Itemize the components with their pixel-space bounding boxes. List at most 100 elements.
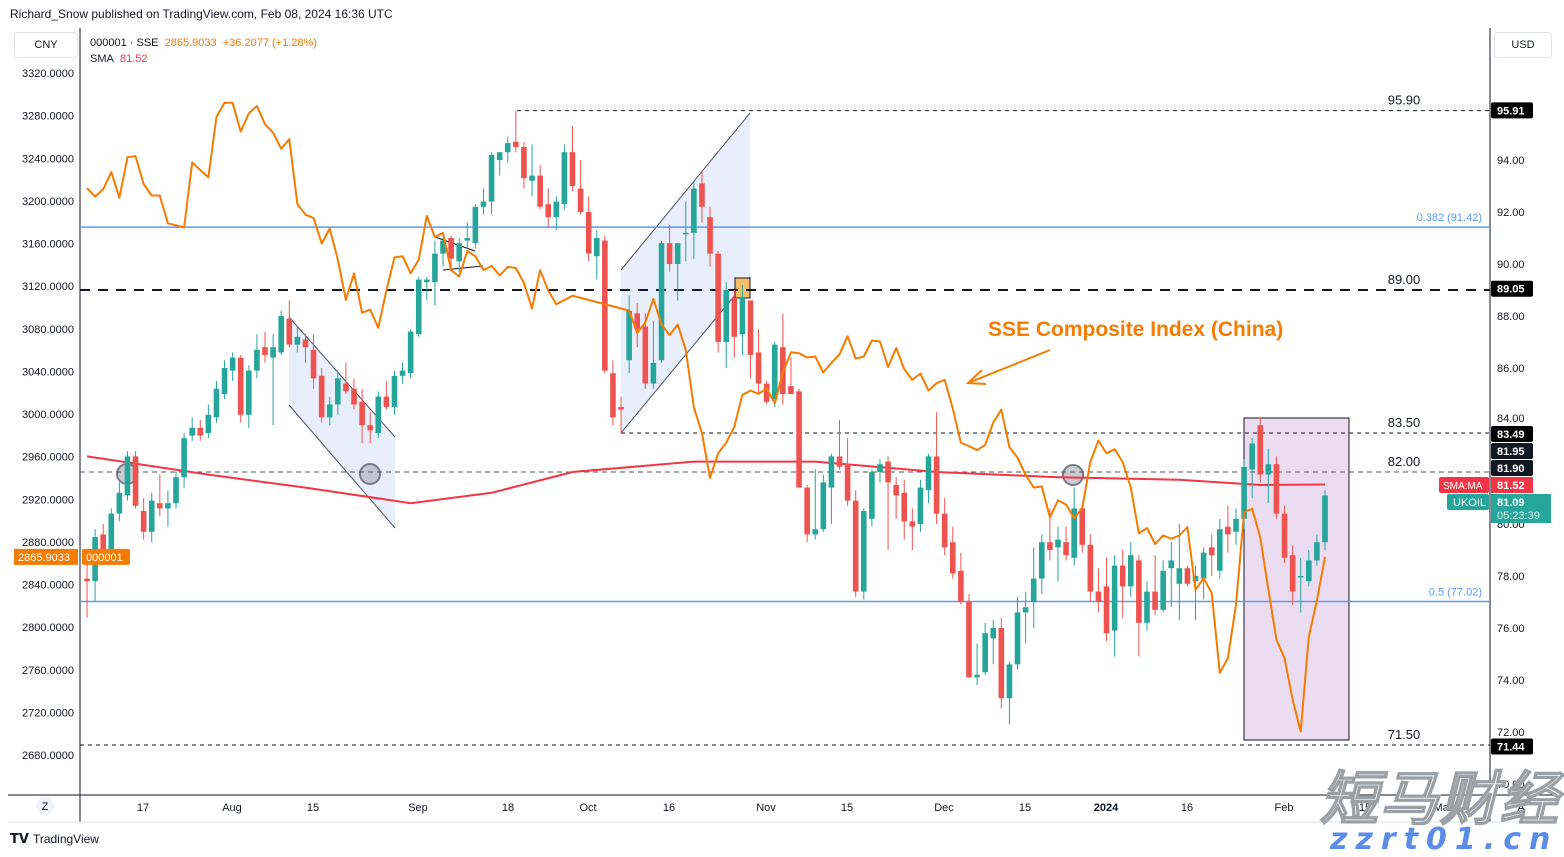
candle-body <box>699 183 705 207</box>
left-axis-tick: 3200.0000 <box>22 196 74 208</box>
candle <box>1225 505 1231 553</box>
candle <box>1063 526 1069 561</box>
left-axis-tick: 3160.0000 <box>22 239 74 251</box>
candle <box>181 433 187 488</box>
left-axis-tick: 2680.0000 <box>22 750 74 762</box>
candle-body <box>148 500 155 532</box>
annotation-layer[interactable]: SSE Composite Index (China) <box>965 318 1283 385</box>
candle-body <box>326 404 333 418</box>
candle <box>755 329 762 394</box>
time-axis-tick: 15 <box>1359 802 1371 814</box>
candle-body <box>893 485 899 496</box>
candle-body <box>229 357 236 371</box>
candle-body <box>1071 508 1077 558</box>
candle-body <box>626 310 632 361</box>
annotation-text[interactable]: SSE Composite Index (China) <box>988 318 1283 341</box>
candle-body <box>577 188 584 212</box>
candle-body <box>658 243 665 361</box>
right-axis-tick: 74.00 <box>1497 675 1525 687</box>
descending-channel-lower[interactable] <box>288 404 396 529</box>
candle-body <box>739 297 746 335</box>
candle <box>1095 568 1102 613</box>
candle <box>844 438 851 506</box>
right-currency-button[interactable]: USD <box>1494 32 1552 58</box>
candle <box>262 331 268 363</box>
goto-button[interactable]: Z <box>36 797 54 815</box>
sse-price-tag <box>14 548 78 565</box>
price-tag <box>1491 280 1533 297</box>
candle <box>1168 542 1175 608</box>
candle-body <box>642 326 649 384</box>
candle <box>173 472 179 509</box>
left-axis-tick: 2760.0000 <box>22 665 74 677</box>
flag-lower-line[interactable] <box>442 265 484 271</box>
candle <box>788 357 794 394</box>
sma-name-text: SMA:MA <box>1443 481 1483 492</box>
publish-info: Richard_Snow published on TradingView.co… <box>10 7 393 21</box>
candle-body <box>593 238 600 257</box>
ukoil-name-tag <box>1447 494 1489 510</box>
time-axis-tick: Aug <box>222 802 242 814</box>
candle-body <box>982 633 988 673</box>
left-price-axis[interactable]: 3320.0000 3280.0000 3240.0000 3200.0000 3160… <box>22 68 74 762</box>
right-axis-tick: 76.00 <box>1497 623 1525 635</box>
candle <box>1055 526 1061 582</box>
candle <box>998 617 1005 709</box>
candle <box>335 370 341 415</box>
right-price-axis[interactable]: 94.0092.0090.0088.0086.0084.0080.0078.00… <box>1497 155 1525 791</box>
support-circle[interactable] <box>359 463 381 485</box>
legend-row-sse[interactable]: 000001 · SSE 2865.9033 +36.2077 (+1.28%) <box>90 35 317 51</box>
left-currency-button[interactable]: CNY <box>14 32 78 58</box>
drawings-layer[interactable] <box>116 112 1350 741</box>
candle-body <box>432 253 438 283</box>
rising-channel-upper[interactable] <box>620 112 751 271</box>
candle-body <box>448 238 454 259</box>
candle <box>270 334 276 426</box>
candle <box>197 420 204 441</box>
sse-layer <box>86 101 1326 733</box>
candle-body <box>949 542 956 574</box>
left-axis-tick: 2840.0000 <box>22 580 74 592</box>
goto-circle[interactable] <box>36 797 54 815</box>
horizontal-levels[interactable]: 95.90 0.382 (91.42) 89.00 83.50 82.00 0.5 (77… <box>80 93 1490 746</box>
candle-body <box>1281 513 1288 558</box>
candle <box>367 412 374 444</box>
candle-body <box>828 456 835 488</box>
time-axis-tick: 15 <box>1019 802 1031 814</box>
level-label: 71.50 <box>1388 727 1421 742</box>
candle-body <box>496 152 503 160</box>
candle-body <box>610 373 616 418</box>
candle-body <box>1192 576 1199 582</box>
candle <box>229 352 236 381</box>
candle-body <box>108 513 115 553</box>
level-label: 83.50 <box>1388 415 1421 430</box>
candle-body <box>1079 508 1086 545</box>
tradingview-logo-icon: 𝗧𝗩 <box>10 831 29 846</box>
candle-body <box>286 318 293 345</box>
annotation-arrow[interactable] <box>967 349 1051 384</box>
sma-line <box>86 455 1326 505</box>
candle-body <box>561 152 568 205</box>
flag-upper-line[interactable] <box>434 236 476 252</box>
candle-body <box>1103 586 1110 634</box>
candle <box>407 329 414 379</box>
candle <box>1306 550 1312 587</box>
candle <box>828 453 835 524</box>
candle-body <box>213 388 220 418</box>
candle <box>1192 565 1199 621</box>
candle-body <box>124 456 131 496</box>
legend-row-sma[interactable]: SMA 81.52 <box>90 51 317 67</box>
candle <box>585 196 592 262</box>
candle-body <box>343 383 349 392</box>
candle <box>1079 505 1086 553</box>
resistance-circle[interactable] <box>1062 464 1084 486</box>
watermark-logo: 短马财经 <box>1319 764 1561 834</box>
candle-body <box>1200 552 1207 579</box>
time-axis[interactable]: 17 Aug 15 Sep 18 Oct 16 Nov 15 Dec 15 2024 16 Feb 15 Ma… <box>137 802 1525 814</box>
candle-body <box>480 201 487 207</box>
candle-body <box>1111 565 1118 631</box>
candle-body <box>140 511 147 532</box>
tradingview-footer[interactable]: 𝗧𝗩 TradingView <box>10 831 99 847</box>
candle <box>553 196 560 231</box>
